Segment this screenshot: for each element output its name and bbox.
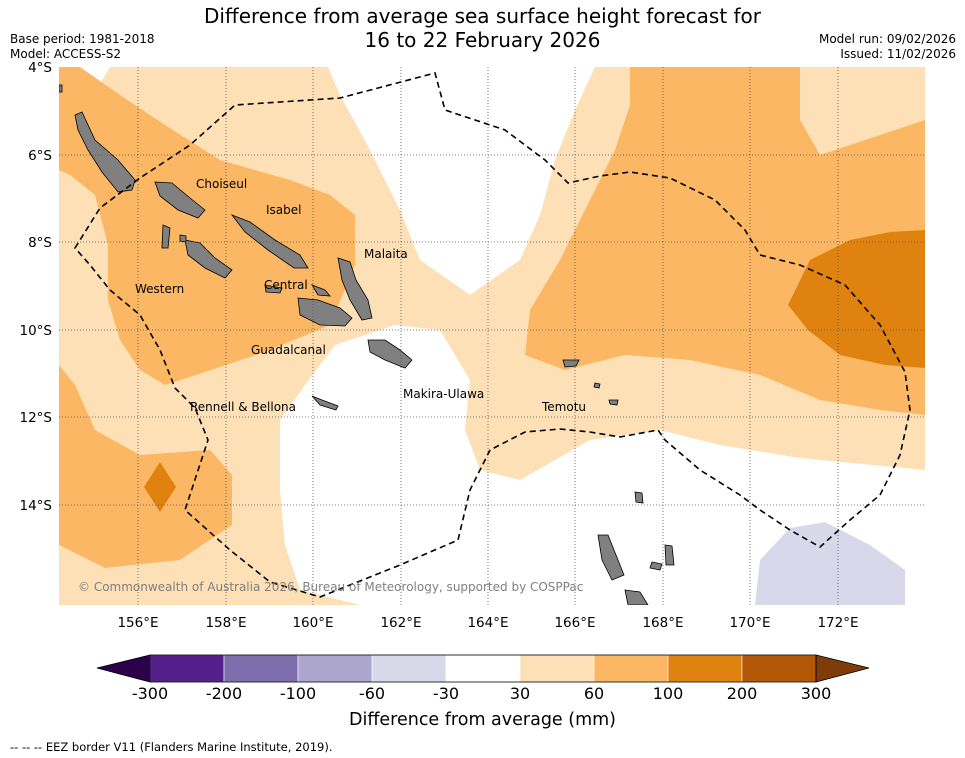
colorbar-segment xyxy=(519,654,595,683)
colorbar-segment xyxy=(593,654,669,683)
lat-tick-label: 8°S xyxy=(28,235,52,251)
field-neutral-south xyxy=(280,325,925,605)
colorbar-segment xyxy=(297,654,373,683)
colorbar-tick-label: -60 xyxy=(358,684,386,703)
colorbar-under-arrow xyxy=(96,654,151,683)
field-neutral-north xyxy=(328,67,595,295)
colorbar-tick-label: 300 xyxy=(800,684,832,703)
place-label-malaita: Malaita xyxy=(364,247,408,261)
lon-tick-label: 158°E xyxy=(205,615,246,631)
colorbar-over-arrow xyxy=(815,654,870,683)
eez-legend-note: -- -- -- EEZ border V11 (Flanders Marine… xyxy=(10,740,333,754)
issued-text: Issued: 11/02/2026 xyxy=(840,47,956,61)
lat-tick-label: 12°S xyxy=(20,410,53,426)
lon-tick-label: 170°E xyxy=(729,615,770,631)
colorbar-tick-label: -100 xyxy=(279,684,317,703)
field-100-200-east xyxy=(788,230,925,368)
lon-tick-label: 172°E xyxy=(817,615,858,631)
page-subtitle: 16 to 22 February 2026 xyxy=(364,28,601,52)
place-label-temotu: Temotu xyxy=(541,400,586,414)
field-60-100-southwest xyxy=(59,365,232,568)
colorbar xyxy=(96,654,870,683)
colorbar-segment xyxy=(149,654,225,683)
copyright-text: © Commonwealth of Australia 2026, Bureau… xyxy=(78,580,584,594)
base-period-text: Base period: 1981-2018 xyxy=(10,32,155,46)
field-negative-se xyxy=(755,522,905,605)
lat-tick-label: 14°S xyxy=(20,498,53,514)
lat-tick-label: 6°S xyxy=(28,148,52,164)
place-label-choiseul: Choiseul xyxy=(196,177,247,191)
lon-tick-label: 168°E xyxy=(642,615,683,631)
colorbar-tick-label: -300 xyxy=(131,684,169,703)
eez-border xyxy=(74,72,911,598)
graticule xyxy=(59,67,925,605)
page-title: Difference from average sea surface heig… xyxy=(203,4,762,28)
land-masses xyxy=(59,84,675,605)
lat-tick-label: 10°S xyxy=(20,323,53,339)
lat-axis: 4°S 6°S 8°S 10°S 12°S 14°S xyxy=(20,60,53,514)
lon-tick-label: 160°E xyxy=(292,615,333,631)
colorbar-segment xyxy=(445,654,521,683)
field-100-200-west xyxy=(144,462,176,512)
place-labels: Choiseul Isabel Malaita Western Central … xyxy=(135,177,586,414)
colorbar-title: Difference from average (mm) xyxy=(348,710,617,730)
lon-tick-label: 162°E xyxy=(380,615,421,631)
model-text: Model: ACCESS-S2 xyxy=(10,47,122,61)
lon-axis: 156°E 158°E 160°E 162°E 164°E 166°E 168°… xyxy=(117,615,858,631)
lon-tick-label: 164°E xyxy=(467,615,508,631)
colorbar-segment xyxy=(667,654,743,683)
colorbar-segments xyxy=(149,654,817,683)
colorbar-segment xyxy=(741,654,817,683)
lat-tick-label: 4°S xyxy=(28,60,52,76)
place-label-western: Western xyxy=(135,282,184,296)
forecast-map: 4°S 6°S 8°S 10°S 12°S 14°S 156°E 158°E 1… xyxy=(20,60,925,631)
colorbar-tick-label: -30 xyxy=(432,684,460,703)
place-label-makira-ulawa: Makira-Ulawa xyxy=(403,387,484,401)
colorbar-segment xyxy=(371,654,447,683)
colorbar-tick-label: 100 xyxy=(652,684,684,703)
colorbar-tick-label: 30 xyxy=(509,684,531,703)
model-run-text: Model run: 09/02/2026 xyxy=(818,32,956,46)
colorbar-segment xyxy=(223,654,299,683)
place-label-central: Central xyxy=(264,278,308,292)
colorbar-tick-label: -200 xyxy=(205,684,243,703)
lon-tick-label: 166°E xyxy=(554,615,595,631)
lon-tick-label: 156°E xyxy=(117,615,158,631)
place-label-isabel: Isabel xyxy=(266,203,301,217)
place-label-guadalcanal: Guadalcanal xyxy=(251,343,326,357)
place-label-rennell-bellona: Rennell & Bellona xyxy=(190,400,296,414)
colorbar-tick-label: 200 xyxy=(726,684,758,703)
colorbar-frame xyxy=(149,654,817,683)
field-60-100-west xyxy=(59,67,355,385)
colorbar-tick-label: 60 xyxy=(583,684,605,703)
